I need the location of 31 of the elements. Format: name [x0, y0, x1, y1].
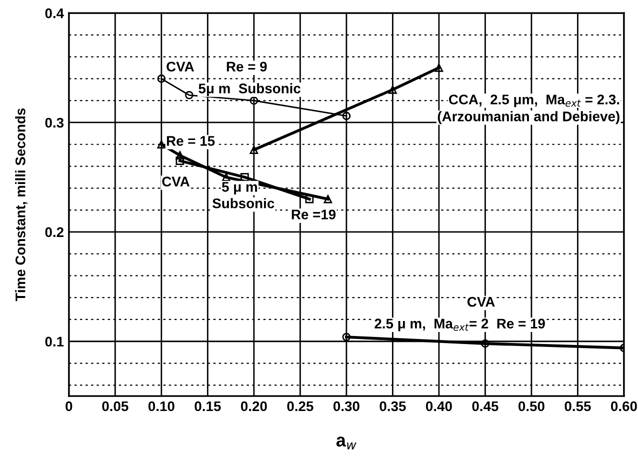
x-tick-label: 0.05	[102, 401, 128, 412]
x-tick-label: 0.15	[194, 401, 221, 412]
y-axis-title: Time Constant, milli Seconds	[15, 108, 28, 302]
x-tick-label: 0.45	[472, 401, 498, 412]
x-axis-title: a$_{w}$	[336, 436, 356, 450]
annotation: 5 μ m	[222, 182, 257, 195]
annotation: 5μ m Subsonic	[198, 83, 300, 96]
annotation: Subsonic	[212, 198, 274, 208]
y-tick-label: 0.4	[45, 8, 64, 18]
x-tick-label: 0.35	[380, 401, 406, 412]
annotation: (Arzoumanian and Debieve)	[438, 111, 620, 124]
annotation: CVA	[467, 296, 495, 307]
annotation: Re = 9	[226, 62, 267, 72]
annotation: CVA	[162, 176, 190, 186]
annotation: Re = 15	[166, 136, 215, 146]
y-tick-label: 0.1	[45, 336, 64, 347]
x-tick-label: 0.30	[333, 401, 360, 412]
x-tick-label: 0	[66, 401, 72, 412]
x-tick-label: 0.55	[564, 401, 591, 412]
x-tick-label: 0.20	[240, 401, 267, 412]
x-tick-label: 0.25	[287, 401, 314, 412]
x-tick-label: 0.60	[611, 401, 637, 412]
y-tick-label: 0.3	[45, 118, 64, 128]
x-tick-label: 0.50	[518, 401, 544, 412]
annotation: CVA	[166, 62, 194, 72]
x-tick-label: 0.10	[148, 401, 174, 412]
y-tick-label: 0.2	[45, 227, 64, 238]
x-tick-label: 0.40	[426, 401, 452, 412]
annotation: Re =19	[292, 210, 336, 220]
annotation: 2.5 μ m, Ma$_{ext}$= 2 Re = 19	[374, 318, 545, 332]
annotation: CCA, 2.5 μm, Ma$_{ext}$ = 2.3.	[448, 94, 620, 108]
